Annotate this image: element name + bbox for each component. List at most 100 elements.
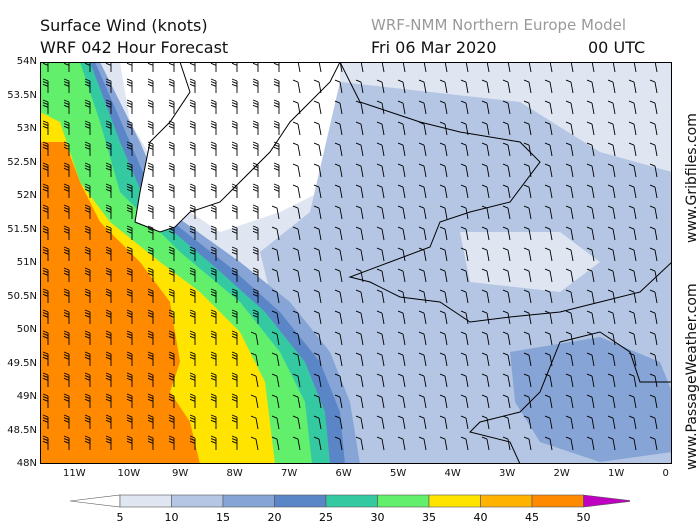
wind-barb xyxy=(565,373,574,388)
wind-barb xyxy=(84,78,91,93)
wind-barb xyxy=(502,79,511,94)
wind-barb xyxy=(189,141,196,156)
wind-barb xyxy=(418,79,427,94)
wind-barb xyxy=(460,121,469,136)
wind-barb xyxy=(126,393,133,408)
wind-barb xyxy=(397,415,406,430)
wind-barb xyxy=(523,415,532,430)
wind-barb xyxy=(84,62,91,72)
wind-barb xyxy=(586,121,595,136)
wind-barb xyxy=(607,310,616,325)
model-name: WRF-NMM Northern Europe Model xyxy=(371,16,627,34)
legend-swatch xyxy=(531,494,584,508)
wind-barb xyxy=(147,372,154,387)
wind-barb xyxy=(292,289,301,304)
wind-barb xyxy=(544,79,553,94)
wind-barb xyxy=(376,289,385,304)
wind-barb xyxy=(586,163,595,178)
wind-barb xyxy=(271,394,280,409)
wind-barb xyxy=(628,415,637,430)
wind-barb xyxy=(334,79,343,94)
forecast-hour: WRF 042 Hour Forecast xyxy=(40,38,229,57)
wind-barb xyxy=(460,394,469,409)
wind-band-10-15-b xyxy=(460,232,600,292)
wind-barb xyxy=(334,331,343,346)
wind-barb xyxy=(523,289,532,304)
wind-barb xyxy=(273,78,280,93)
wind-barb xyxy=(334,436,343,451)
wind-barb xyxy=(544,184,553,199)
wind-barb xyxy=(231,414,238,429)
wind-barb xyxy=(271,415,280,430)
wind-barb xyxy=(63,414,70,429)
wind-barb xyxy=(168,267,175,282)
wind-barb xyxy=(168,309,175,324)
wind-barb xyxy=(607,121,616,136)
wind-barb xyxy=(168,393,175,408)
wind-barb xyxy=(439,205,448,220)
wind-barb xyxy=(273,99,280,114)
wind-barb xyxy=(63,288,70,303)
wind-barb xyxy=(628,100,637,115)
wind-barb xyxy=(481,184,490,199)
wind-barb xyxy=(84,288,91,303)
legend-swatch xyxy=(171,494,224,508)
wind-barb xyxy=(439,331,448,346)
wind-barb xyxy=(126,414,133,429)
wind-barb xyxy=(313,268,322,283)
wind-barb xyxy=(628,163,637,178)
wind-barb xyxy=(42,267,49,282)
wind-barb xyxy=(481,352,490,367)
wind-barb xyxy=(481,310,490,325)
wind-barb xyxy=(355,268,364,283)
wind-barb xyxy=(355,352,364,367)
wind-barb xyxy=(607,436,616,451)
wind-barb xyxy=(628,226,637,241)
wind-barb xyxy=(105,183,112,198)
wind-barb xyxy=(210,435,217,450)
wind-barb xyxy=(649,415,658,430)
wind-barb xyxy=(355,163,364,178)
wind-barb xyxy=(84,267,91,282)
wind-barb xyxy=(460,163,469,178)
wind-barb xyxy=(250,373,259,388)
wind-barb xyxy=(460,289,469,304)
wind-barb xyxy=(628,394,637,409)
wind-barb xyxy=(42,288,49,303)
wind-barb xyxy=(481,373,490,388)
wind-barb xyxy=(544,163,553,178)
wind-barb xyxy=(481,163,490,178)
wind-barb xyxy=(544,289,553,304)
wind-barb xyxy=(271,289,280,304)
wind-barb xyxy=(628,142,637,157)
wind-barb xyxy=(334,268,343,283)
wind-barb xyxy=(502,184,511,199)
lon-label: 3W xyxy=(499,468,516,479)
lon-label: 9W xyxy=(172,468,189,479)
wind-barb xyxy=(250,331,259,346)
wind-barb xyxy=(42,141,49,156)
wind-barb xyxy=(105,78,112,93)
wind-barb xyxy=(544,226,553,241)
wind-barb xyxy=(147,393,154,408)
lon-label: 11W xyxy=(63,468,86,479)
wind-barb xyxy=(168,62,175,72)
wind-barb xyxy=(231,78,238,93)
wind-barb xyxy=(189,120,196,135)
wind-barb xyxy=(147,309,154,324)
wind-barb xyxy=(565,205,574,220)
wind-barb xyxy=(126,120,133,135)
wind-barb xyxy=(334,247,343,262)
wind-barb xyxy=(418,415,427,430)
wind-barb xyxy=(544,373,553,388)
wind-barb xyxy=(189,62,196,72)
wind-barb xyxy=(439,373,448,388)
wind-barb xyxy=(147,288,154,303)
wind-barb xyxy=(460,310,469,325)
wind-barb xyxy=(376,268,385,283)
wind-barb xyxy=(168,225,175,240)
wind-barb xyxy=(313,310,322,325)
wind-barb xyxy=(565,184,574,199)
lon-label: 10W xyxy=(117,468,141,479)
wind-barb xyxy=(460,415,469,430)
